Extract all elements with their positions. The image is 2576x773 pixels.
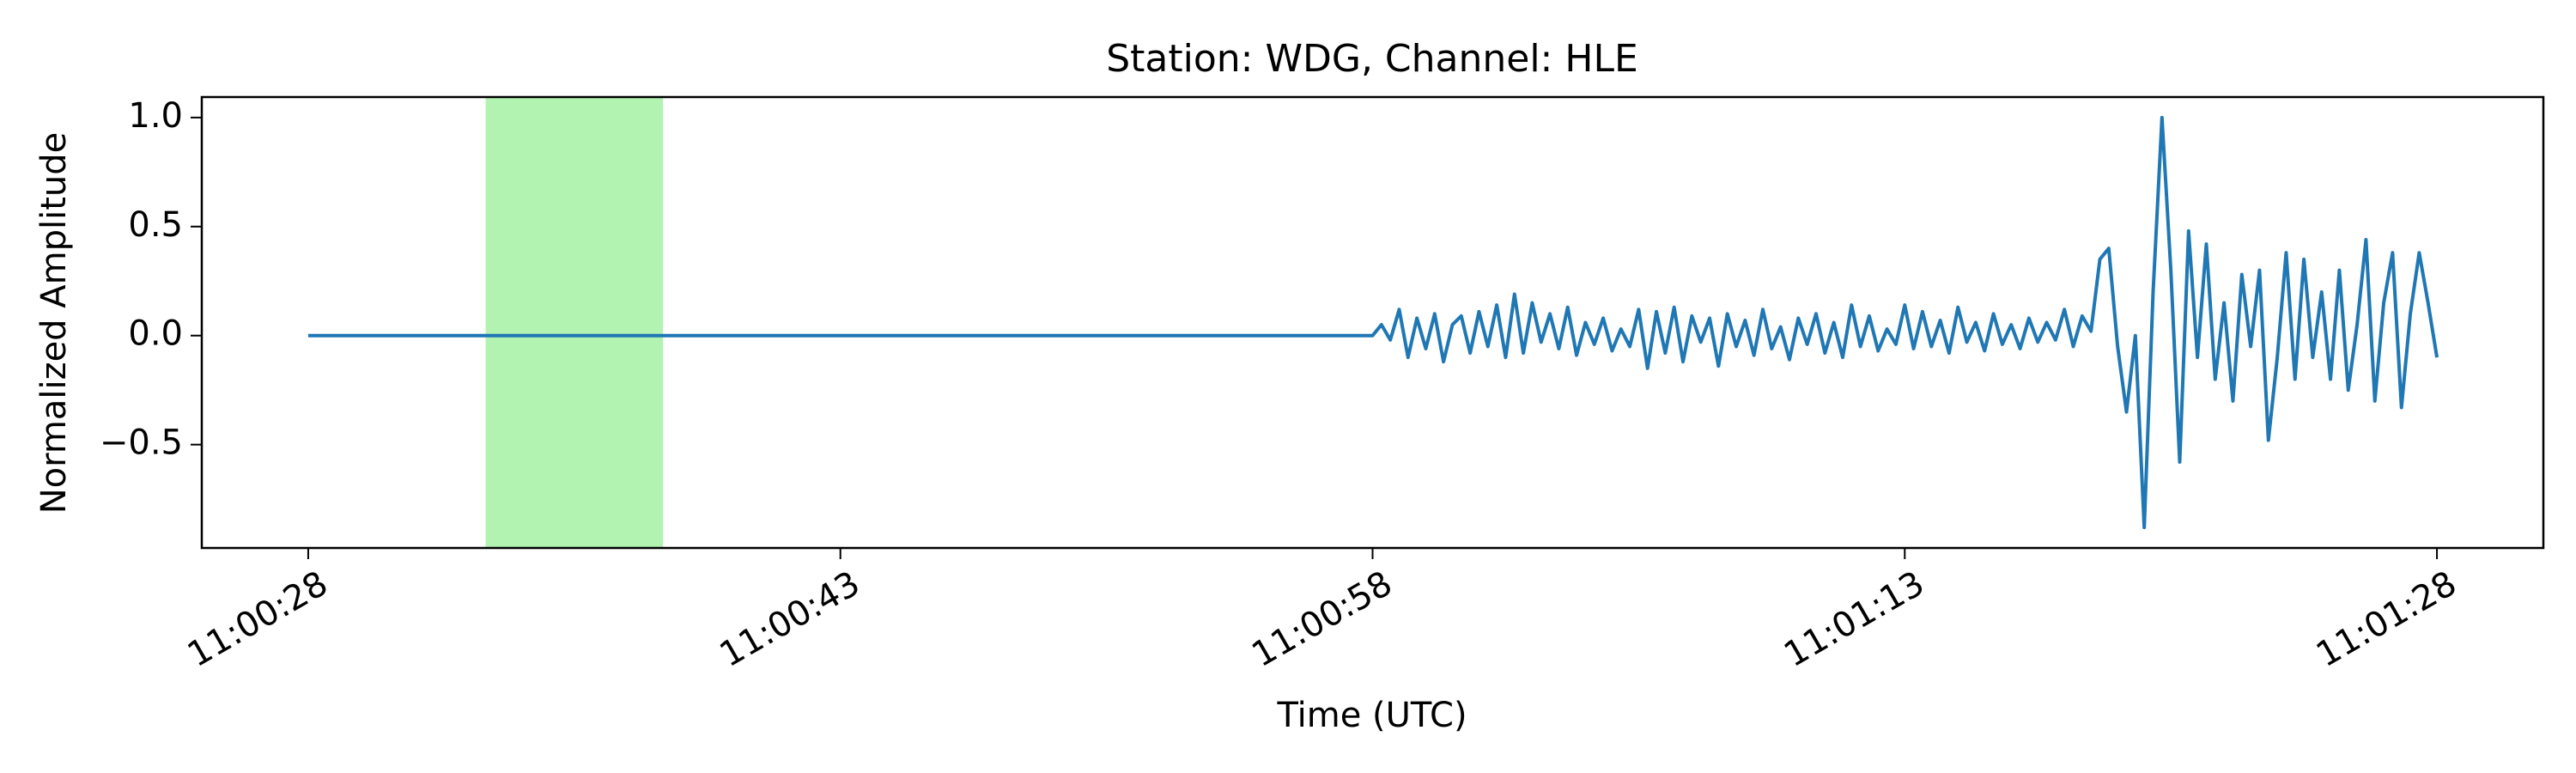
y-tick-label: 0.5	[128, 205, 183, 245]
x-tick-label: 11:01:28	[2310, 563, 2464, 675]
chart-title: Station: WDG, Channel: HLE	[1106, 37, 1638, 81]
highlight-span	[485, 97, 664, 548]
x-tick-label: 11:00:43	[714, 563, 867, 675]
x-axis-label: Time (UTC)	[1276, 696, 1467, 735]
x-tick-label: 11:00:28	[181, 563, 335, 675]
y-tick-label: −0.5	[100, 423, 183, 463]
y-tick-label: 1.0	[128, 96, 183, 136]
y-axis-label: Normalized Amplitude	[34, 132, 74, 514]
waveform-line	[307, 115, 2439, 530]
x-tick-label: 11:01:13	[1777, 563, 1931, 675]
y-tick-label: 0.0	[128, 314, 183, 354]
x-tick-label: 11:00:58	[1245, 563, 1399, 675]
